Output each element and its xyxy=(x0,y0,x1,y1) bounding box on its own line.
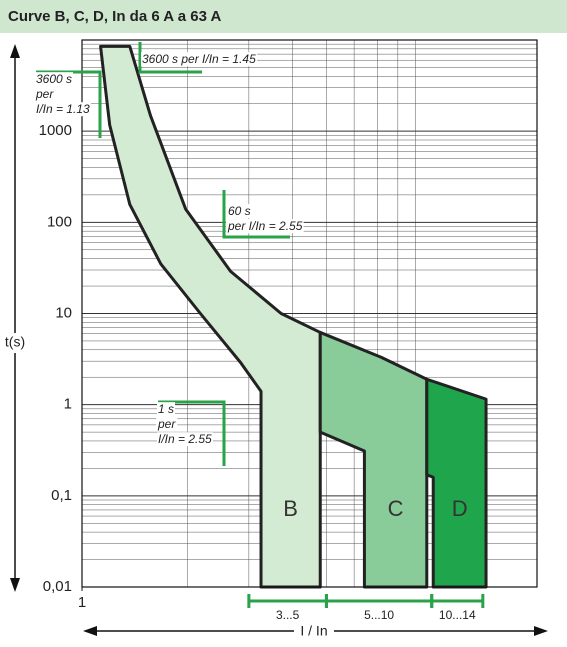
annotation: 3600 s per I/In = 1.45 xyxy=(142,52,256,66)
annotation: per I/In = 2.55 xyxy=(227,219,303,233)
annotation-bg xyxy=(156,417,178,432)
zone xyxy=(318,330,429,589)
annotation: I/In = 1.13 xyxy=(36,102,90,116)
annotation: 60 s xyxy=(228,204,251,218)
annotation-line xyxy=(222,190,290,239)
label-bg xyxy=(2,333,30,353)
annotation-bg xyxy=(35,72,74,87)
annotation-bg xyxy=(157,432,214,447)
y-tick-label: 1000 xyxy=(39,122,72,139)
arrow-head xyxy=(534,626,548,636)
annotation-bg xyxy=(141,52,258,67)
y-tick-label: 100 xyxy=(47,213,72,230)
annotation-line xyxy=(138,42,202,74)
y-axis-label: t(s) xyxy=(5,334,25,350)
range-label: 3...5 xyxy=(276,608,300,622)
header-band xyxy=(0,0,567,33)
x-tick-label: 1 xyxy=(78,594,86,611)
zone xyxy=(425,377,488,589)
annotation-bg xyxy=(157,402,176,417)
arrow-head xyxy=(83,626,97,636)
range-label: 5...10 xyxy=(364,608,394,622)
annotation-bg xyxy=(226,219,304,234)
chart-title: Curve B, C, D, In da 6 A a 63 A xyxy=(8,8,222,25)
annotation: 1 s xyxy=(158,402,174,416)
annotation-line xyxy=(158,400,226,466)
x-axis-label: I / In xyxy=(300,623,327,639)
arrow-head xyxy=(10,578,20,592)
zone-label: D xyxy=(452,496,468,521)
zone-label: B xyxy=(283,496,298,521)
annotation: 3600 s xyxy=(36,72,72,86)
zone-label: C xyxy=(388,496,404,521)
annotation-bg xyxy=(35,102,92,117)
range-label: 10...14 xyxy=(439,608,476,622)
y-tick-label: 1 xyxy=(64,396,72,413)
annotation-bg xyxy=(227,204,252,219)
annotation: I/In = 2.55 xyxy=(158,432,212,446)
arrow-head xyxy=(10,44,20,58)
y-tick-label: 10 xyxy=(55,304,72,321)
y-tick-label: 0,01 xyxy=(43,578,72,595)
annotation-bg xyxy=(34,87,56,102)
annotation: per xyxy=(157,417,176,431)
annotation-line xyxy=(36,70,102,138)
annotation-lines xyxy=(36,42,290,466)
annotation: per xyxy=(35,87,54,101)
plot-frame xyxy=(81,39,538,588)
label-bg xyxy=(294,622,334,640)
y-tick-label: 0,1 xyxy=(51,487,72,504)
